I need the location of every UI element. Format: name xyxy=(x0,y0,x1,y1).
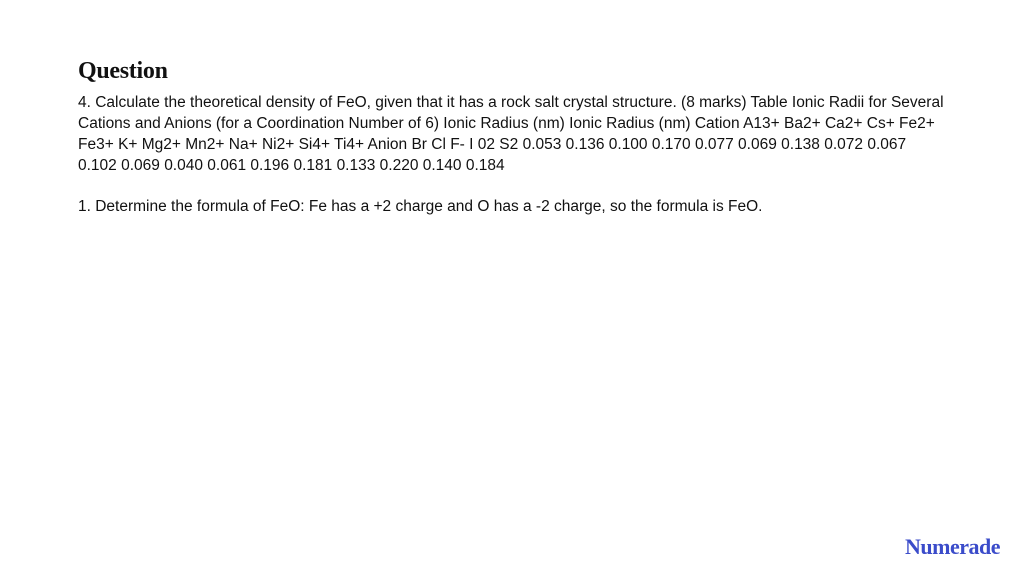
question-body: 4. Calculate the theoretical density of … xyxy=(78,93,946,177)
answer-step-1: 1. Determine the formula of FeO: Fe has … xyxy=(78,197,946,218)
content-container: Question 4. Calculate the theoretical de… xyxy=(0,0,1024,218)
numerade-logo: Numerade xyxy=(905,534,1000,560)
question-heading: Question xyxy=(78,58,946,85)
